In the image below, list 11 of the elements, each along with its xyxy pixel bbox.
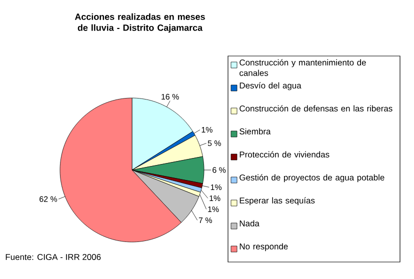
legend-label: Esperar las sequías: [240, 197, 315, 206]
legend-label: Gestión de proyectos de agua potable: [240, 174, 384, 182]
chart-title: Acciones realizadas en meses de lluvia - Distrito Cajamarca: [74, 13, 205, 33]
legend-label: Desvío del agua: [240, 82, 302, 90]
legend-label: Siembra: [240, 128, 271, 134]
legend-label: Construcción y mantenimiento de canales: [240, 59, 366, 76]
legend-label: No responde: [240, 243, 288, 252]
legend-label: Construcción de defensas en las riberas: [240, 105, 392, 112]
source-note: Fuente: CIGA - IRR 2006: [6, 254, 101, 260]
legend-label: Protección de viviendas: [240, 151, 330, 158]
legend-label: Nada: [240, 220, 260, 226]
